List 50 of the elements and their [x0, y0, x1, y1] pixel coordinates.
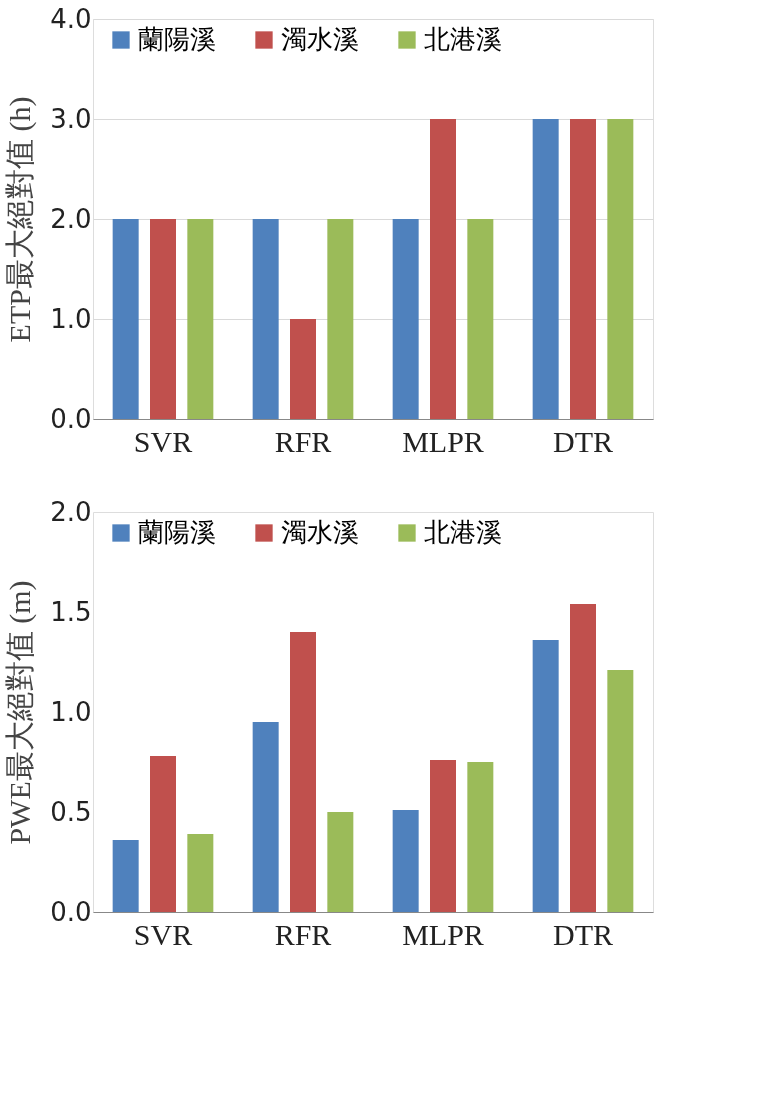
y-tick-label: 0.5 [50, 796, 92, 827]
x-tick-label: MLPR [402, 424, 484, 458]
y-tick-label: 4.0 [50, 3, 92, 34]
bar [150, 756, 176, 912]
bar [532, 119, 559, 419]
y-axis-title: ETP最大絕對值 (h) [3, 96, 38, 343]
bar [290, 319, 316, 419]
x-tick-label: MLPR [402, 917, 484, 951]
bar [252, 219, 279, 419]
y-tick-label: 0.0 [50, 403, 92, 434]
y-tick-label: 1.5 [50, 596, 92, 627]
legend-label: 濁水溪 [281, 517, 359, 547]
x-tick-label: RFR [274, 424, 332, 458]
bar [112, 219, 139, 419]
bar [327, 219, 354, 419]
bar [467, 219, 494, 419]
bar [430, 760, 456, 912]
legend-label: 北港溪 [424, 24, 502, 54]
bar [187, 834, 214, 912]
y-tick-label: 1.0 [50, 696, 92, 727]
bar [570, 604, 596, 912]
x-tick-label: DTR [553, 424, 613, 458]
x-tick-label: RFR [274, 917, 332, 951]
bar [467, 762, 494, 912]
bar [150, 219, 176, 419]
bar [532, 640, 559, 912]
y-tick-label: 0.0 [50, 896, 92, 927]
bar [570, 119, 596, 419]
y-tick-label: 2.0 [50, 496, 92, 527]
legend-label: 蘭陽溪 [138, 24, 216, 54]
y-tick-label: 3.0 [50, 103, 92, 134]
bar [112, 840, 139, 912]
bar [290, 632, 316, 912]
y-tick-label: 1.0 [50, 303, 92, 334]
y-tick-label: 2.0 [50, 203, 92, 234]
x-tick-label: SVR [133, 424, 193, 458]
legend-label: 北港溪 [424, 517, 502, 547]
x-tick-label: DTR [553, 917, 613, 951]
bar [327, 812, 354, 912]
legend-label: 濁水溪 [281, 24, 359, 54]
bar [607, 119, 634, 419]
bar [252, 722, 279, 912]
legend-label: 蘭陽溪 [138, 517, 216, 547]
x-tick-label: SVR [133, 917, 193, 951]
bar [392, 219, 419, 419]
bar [430, 119, 456, 419]
y-axis-title: PWE最大絕對值 (m) [3, 580, 38, 845]
bar [607, 670, 634, 912]
bar [187, 219, 214, 419]
bar [392, 810, 419, 912]
